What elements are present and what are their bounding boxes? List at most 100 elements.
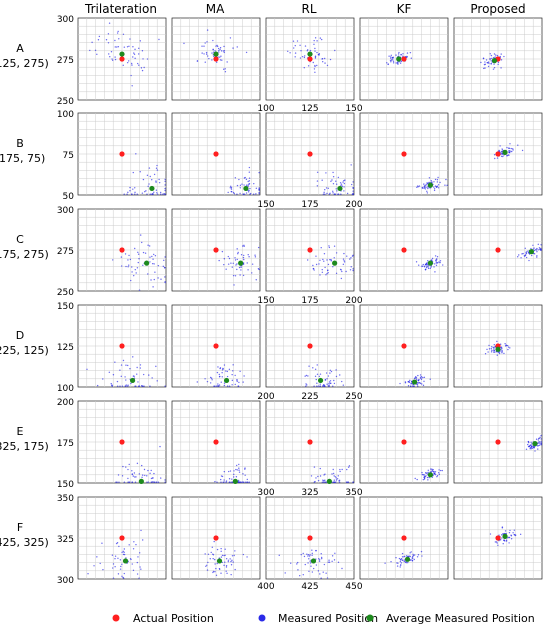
- measured-point: [313, 269, 315, 271]
- measured-point: [116, 32, 119, 34]
- measured-point: [333, 379, 335, 382]
- measured-point: [536, 255, 538, 257]
- measured-point: [152, 286, 154, 288]
- measured-point: [427, 469, 429, 471]
- measured-point: [328, 246, 331, 249]
- average-position-point: [532, 441, 538, 447]
- measured-point: [235, 468, 237, 471]
- measured-point: [312, 367, 314, 369]
- measured-point: [236, 268, 238, 271]
- measured-point: [490, 351, 493, 353]
- measured-point: [231, 559, 233, 562]
- measured-point: [335, 481, 337, 483]
- measured-point: [423, 380, 425, 383]
- measured-point: [446, 184, 448, 187]
- measured-point: [323, 260, 325, 262]
- x-tick-label: 250: [345, 392, 362, 402]
- measured-point: [329, 58, 332, 61]
- measured-point: [512, 149, 514, 151]
- measured-point: [527, 250, 529, 252]
- measured-point: [433, 470, 435, 473]
- measured-point: [396, 62, 399, 64]
- measured-point: [392, 62, 395, 64]
- measured-point: [136, 366, 138, 369]
- measured-point: [129, 368, 131, 370]
- column-title-kf: KF: [397, 2, 412, 16]
- y-tick-label: 300: [57, 576, 74, 586]
- measured-point: [431, 257, 434, 260]
- measured-point: [401, 556, 404, 558]
- measured-point: [221, 376, 223, 378]
- measured-point: [423, 376, 426, 379]
- measured-point: [320, 247, 322, 249]
- row-d: D (225, 125) 150 125 100 150 175 200: [0, 296, 543, 394]
- measured-point: [134, 481, 137, 483]
- measured-point: [540, 434, 542, 437]
- measured-point: [233, 284, 235, 286]
- measured-point: [136, 62, 139, 65]
- measured-point: [392, 60, 395, 62]
- measured-point: [203, 45, 205, 47]
- measured-point: [120, 256, 123, 258]
- measured-point: [318, 560, 321, 562]
- measured-point: [493, 63, 495, 65]
- measured-point: [342, 263, 345, 266]
- measured-point: [486, 61, 488, 64]
- measured-point: [403, 560, 405, 563]
- measured-point: [117, 30, 119, 33]
- measured-point: [293, 47, 295, 49]
- measured-point: [150, 469, 152, 472]
- measured-point: [420, 376, 423, 378]
- measured-point: [234, 177, 237, 179]
- measured-point: [223, 554, 225, 557]
- x-tick-label: 400: [257, 582, 274, 592]
- measured-point: [131, 473, 133, 475]
- average-position-point: [427, 182, 433, 188]
- measured-point: [540, 438, 542, 440]
- measured-point: [430, 266, 432, 268]
- measured-point: [142, 539, 144, 541]
- measured-point: [218, 373, 220, 376]
- measured-point: [510, 534, 512, 536]
- measured-point: [312, 61, 314, 64]
- measured-point: [299, 57, 302, 59]
- measured-point: [323, 191, 325, 194]
- measured-point: [118, 38, 120, 40]
- measured-point: [290, 562, 292, 564]
- measured-point: [116, 385, 119, 387]
- measured-point: [490, 348, 493, 350]
- measured-point: [301, 55, 304, 58]
- measured-point: [223, 564, 225, 567]
- measured-point: [231, 379, 234, 382]
- row-f: F (425, 325) 350 325 300 300 325 350: [0, 488, 543, 586]
- measured-point: [316, 382, 318, 384]
- measured-point: [341, 185, 344, 187]
- average-position-point: [427, 260, 433, 266]
- measured-point: [296, 563, 298, 565]
- measured-point: [324, 379, 327, 381]
- measured-point: [503, 352, 505, 355]
- measured-point: [132, 569, 135, 572]
- average-position-point: [317, 377, 324, 384]
- measured-point: [96, 53, 98, 56]
- column-title-proposed: Proposed: [470, 2, 525, 16]
- measured-point: [322, 571, 324, 573]
- measured-point: [438, 261, 440, 263]
- measured-point: [536, 256, 538, 258]
- measured-point: [343, 182, 346, 185]
- measured-point: [132, 475, 135, 477]
- measured-point: [531, 447, 534, 449]
- measured-point: [484, 353, 487, 355]
- measured-point: [122, 553, 125, 556]
- measured-point: [538, 437, 540, 440]
- measured-point: [324, 193, 326, 195]
- measured-point: [247, 191, 250, 193]
- measured-point: [126, 61, 129, 64]
- x-tick-label: 225: [301, 392, 318, 402]
- measured-point: [140, 67, 143, 69]
- measured-point: [141, 241, 143, 244]
- legend-measured-marker: [258, 614, 266, 622]
- measured-point: [439, 260, 442, 262]
- measured-point: [426, 183, 429, 185]
- measured-point: [319, 385, 321, 387]
